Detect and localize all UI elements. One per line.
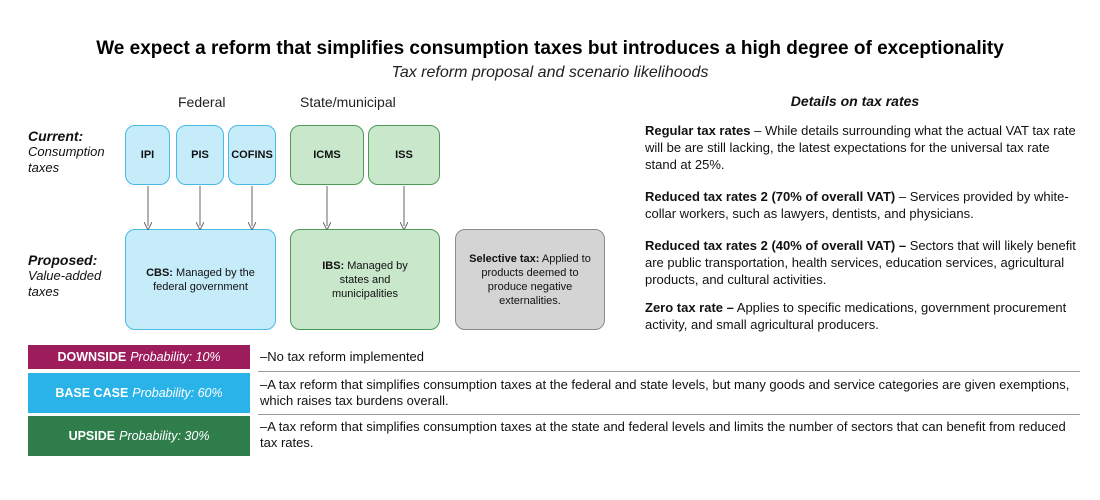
row-label-current-line1: Consumption [28, 144, 105, 159]
scenario-label-downside: DOWNSIDE Probability: 10% [28, 345, 250, 369]
row-label-proposed-line2: taxes [28, 284, 60, 299]
detail-text: While details surrounding what the actua… [645, 123, 1076, 172]
scenario-label-upside: UPSIDE Probability: 30% [28, 416, 250, 456]
scenario-text-upside: –A tax reform that simplifies consumptio… [260, 419, 1066, 450]
tax-box-ipi: IPI [125, 125, 170, 185]
proposed-box-selective: Selective tax: Applied to products deeme… [455, 229, 605, 330]
detail-text: Sectors that will likely benefit are pub… [645, 238, 1076, 287]
ibs-name: IBS: [322, 259, 345, 272]
scenario-name: UPSIDE [68, 429, 116, 443]
detail-head: Reduced tax rates 2 (40% of overall VAT)… [645, 238, 907, 253]
tax-box-pis: PIS [176, 125, 224, 185]
detail-head: Zero tax rate – [645, 300, 734, 315]
page-title: We expect a reform that simplifies consu… [96, 38, 1004, 59]
proposed-box-cbs: CBS: Managed by the federal government [125, 229, 276, 330]
detail-item-reduced-70: Reduced tax rates 2 (70% of overall VAT)… [645, 188, 1085, 222]
proposed-box-ibs: IBS: Managed by states and municipalitie… [290, 229, 440, 330]
proposed-box-cbs-text: CBS: Managed by the federal government [136, 266, 265, 294]
detail-item-regular: Regular tax rates – While details surrou… [645, 122, 1085, 173]
scenario-name: DOWNSIDE [57, 350, 127, 364]
page-subtitle: Tax reform proposal and scenario likelih… [391, 64, 709, 81]
detail-text: Services provided by white-collar worker… [645, 189, 1069, 221]
scenario-probability: Probability: 60% [132, 386, 223, 400]
scenario-text-downside: –No tax reform implemented [260, 349, 425, 364]
row-label-proposed-title: Proposed: [28, 252, 98, 268]
row-label-proposed: Proposed: Value-added taxes [28, 252, 101, 300]
tax-box-iss: ISS [368, 125, 440, 185]
scenario-name: BASE CASE [55, 386, 129, 400]
cbs-name: CBS: [146, 266, 173, 279]
row-label-current-line2: taxes [28, 160, 60, 175]
detail-head: Regular tax rates [645, 123, 751, 138]
scenario-divider [258, 414, 1080, 415]
detail-separator: – [750, 123, 765, 138]
column-header-federal: Federal [178, 94, 226, 110]
selective-name: Selective tax: [469, 252, 540, 265]
scenario-probability: Probability: 30% [119, 429, 210, 443]
row-label-current-title: Current: [28, 128, 84, 144]
detail-item-zero: Zero tax rate – Applies to specific medi… [645, 299, 1085, 333]
cbs-description: Managed by the federal government [153, 266, 255, 293]
row-label-current: Current: Consumption taxes [28, 128, 105, 176]
proposed-box-selective-text: Selective tax: Applied to products deeme… [466, 252, 594, 308]
tax-box-cofins: COFINS [228, 125, 276, 185]
scenario-text-base-case: –A tax reform that simplifies consumptio… [260, 377, 1070, 408]
proposed-box-ibs-text: IBS: Managed by states and municipalitie… [309, 259, 421, 301]
selective-description: Applied to products deemed to produce ne… [481, 252, 591, 307]
detail-text: Applies to specific medications, governm… [645, 300, 1067, 332]
details-title: Details on tax rates [790, 93, 920, 109]
detail-head: Reduced tax rates 2 (70% of overall VAT) [645, 189, 896, 204]
scenario-label-base-case: BASE CASE Probability: 60% [28, 373, 250, 413]
scenario-probability: Probability: 10% [130, 350, 221, 364]
column-header-state: State/municipal [300, 94, 396, 110]
ibs-description: Managed by states and municipalities [331, 259, 408, 300]
detail-separator: – [895, 189, 910, 204]
row-label-proposed-line1: Value-added [28, 268, 102, 283]
tax-box-icms: ICMS [290, 125, 364, 185]
scenario-divider [258, 371, 1080, 372]
detail-item-reduced-40: Reduced tax rates 2 (40% of overall VAT)… [645, 237, 1085, 288]
